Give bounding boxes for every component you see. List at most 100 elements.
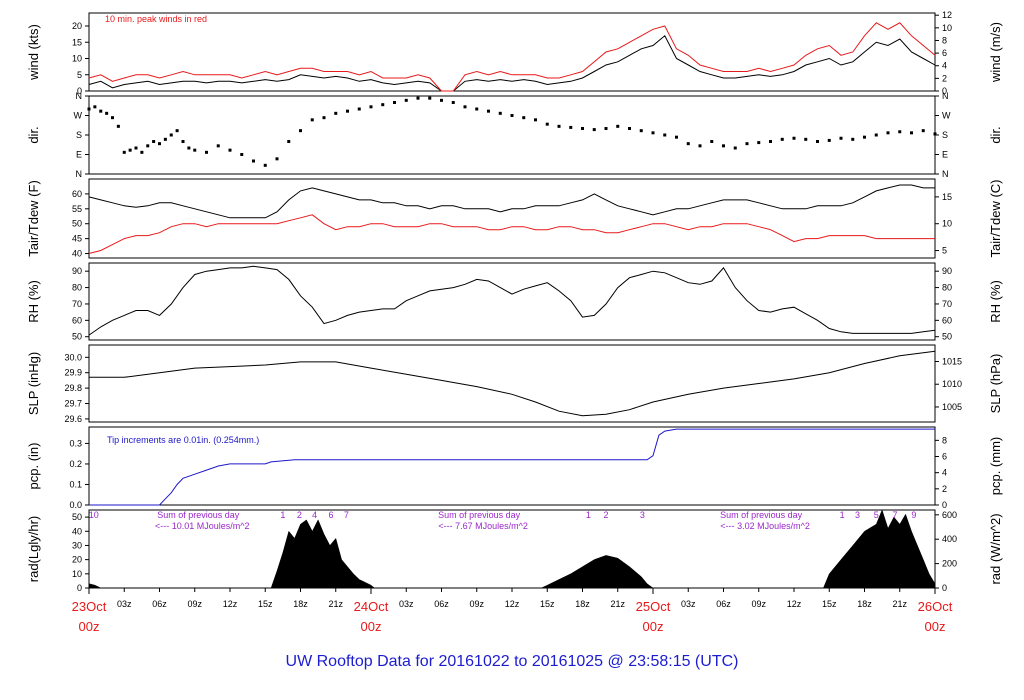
rad-tip-mark: 10 <box>89 510 99 520</box>
x-day-label-hour: 00z <box>643 619 664 634</box>
dir-ytick-right-label: N <box>942 169 949 179</box>
dir-point <box>299 129 302 133</box>
rad-daily-sum-line2: <--- 10.01 MJoules/m^2 <box>155 521 250 531</box>
dir-point <box>933 132 937 136</box>
rad-daily-sum-line2: <--- 3.02 MJoules/m^2 <box>720 521 810 531</box>
dir-point <box>651 131 655 135</box>
dir-point <box>628 127 631 130</box>
temp-ytick-label: 60 <box>72 189 82 199</box>
rad-tip-mark: 9 <box>911 510 916 520</box>
dir-point <box>616 124 620 128</box>
dir-point <box>898 130 902 134</box>
x-tick-label: 03z <box>681 599 696 609</box>
rh-ytick-label: 50 <box>72 332 82 342</box>
x-tick-label: 09z <box>751 599 766 609</box>
dir-point <box>604 127 608 130</box>
dir-point <box>921 129 925 133</box>
x-tick-label: 12z <box>223 599 238 609</box>
dir-point <box>522 116 526 120</box>
panel-wind: wind (kts) wind (m/s) 0 5 10 15 20 0 2 4 6 8 10 12 10 … <box>26 10 1003 96</box>
panels-layer: wind (kts) wind (m/s)0510152002468101210 … <box>26 10 1003 593</box>
dir-point <box>369 105 373 109</box>
pcp-ytick-label: 0.0 <box>69 500 82 510</box>
dir-ylabel: dir. <box>26 126 41 143</box>
dir-point <box>886 131 890 135</box>
panel-rad: rad(Lgly/hr) rad (W/m^2) 0 10 20 30 40 50 0 200 40… <box>26 509 1003 593</box>
dir-point <box>169 133 173 137</box>
dir-point <box>346 109 349 113</box>
dir-point <box>322 116 326 120</box>
slp-ytick-label: 29.6 <box>64 414 82 424</box>
wind-ytick-right-label: 0 <box>942 86 947 96</box>
dir-point <box>839 136 843 140</box>
x-day-label-hour: 00z <box>361 619 382 634</box>
dir-point <box>534 118 537 122</box>
pcp-ytick-right-label: 0 <box>942 500 947 510</box>
rad-tip-mark: 3 <box>640 510 645 520</box>
pcp-series-0 <box>89 428 935 506</box>
dir-point <box>487 109 490 113</box>
dir-point <box>205 150 208 154</box>
panel-slp: SLP (inHg) SLP (hPa) 29.6 29.7 29.8 29.9 30.0 1… <box>26 344 1003 424</box>
dir-ytick-label: N <box>76 91 83 101</box>
dir-point <box>557 124 561 128</box>
dir-ytick-label: E <box>76 150 82 160</box>
x-tick-label: 15z <box>540 599 555 609</box>
temp-ylabel-right: Tair/Tdew (C) <box>988 179 1003 257</box>
wind-ytick-right-label: 6 <box>942 48 947 58</box>
panel-temp: Tair/Tdew (F) Tair/Tdew (C) 40 45 50 55 60 5 10 1… <box>26 178 1003 259</box>
wind-frame <box>88 12 936 92</box>
x-tick-label: 09z <box>187 599 202 609</box>
rh-ytick-label: 80 <box>72 283 82 293</box>
rad-ytick-label: 0 <box>77 583 82 593</box>
rad-tip-mark: 1 <box>280 510 285 520</box>
x-day-label-hour: 00z <box>925 619 946 634</box>
x-tick-label: 06z <box>434 599 449 609</box>
dir-point <box>228 148 232 152</box>
pcp-ylabel-right: pcp. (mm) <box>988 437 1003 496</box>
dir-point <box>780 137 784 141</box>
rh-ylabel-right: RH (%) <box>988 280 1003 323</box>
dir-point <box>181 140 185 143</box>
x-tick-label: 21z <box>328 599 343 609</box>
wind-ytick-label: 20 <box>72 21 82 31</box>
dir-point <box>592 128 596 132</box>
figure-title: UW Rooftop Data for 20161022 to 20161025… <box>286 653 739 670</box>
dir-point <box>193 148 197 152</box>
wind-ytick-label: 15 <box>72 37 82 47</box>
temp-series-0 <box>88 184 935 219</box>
x-tick-label: 03z <box>117 599 132 609</box>
dir-point <box>874 133 878 137</box>
rh-ylabel: RH (%) <box>26 280 41 323</box>
panel-rh: RH (%) RH (%) 50 60 70 80 90 50 60 70 80 90 <box>26 262 1003 342</box>
dir-point <box>451 101 455 104</box>
rad-ylabel: rad(Lgly/hr) <box>26 516 41 582</box>
dir-point <box>416 96 420 100</box>
rad-area-0 <box>88 509 936 589</box>
dir-point <box>475 107 479 111</box>
dir-ytick-label: N <box>76 169 83 179</box>
pcp-ytick-label: 0.1 <box>69 479 82 489</box>
wind-ylabel-right: wind (m/s) <box>988 22 1003 83</box>
dir-point <box>93 105 97 109</box>
dir-point <box>733 146 737 150</box>
rh-ytick-right-label: 60 <box>942 315 952 325</box>
rad-tip-mark: 3 <box>855 510 860 520</box>
temp-ytick-label: 45 <box>72 234 82 244</box>
slp-ytick-label: 29.7 <box>64 399 82 409</box>
rad-ytick-label: 10 <box>72 569 82 579</box>
dir-point <box>187 146 191 150</box>
dir-point <box>87 107 91 111</box>
rh-ytick-right-label: 80 <box>942 283 952 293</box>
dir-point <box>757 141 761 145</box>
temp-ytick-label: 55 <box>72 204 82 214</box>
wind-series-1 <box>88 22 936 92</box>
pcp-ytick-right-label: 2 <box>942 484 947 494</box>
dir-point <box>545 122 549 126</box>
wind-ytick-right-label: 2 <box>942 73 947 83</box>
dir-point <box>710 140 714 143</box>
temp-series-1 <box>88 214 935 254</box>
dir-ytick-right-label: N <box>942 91 949 101</box>
x-day-label: 25Oct <box>636 599 671 614</box>
dir-point <box>99 109 103 113</box>
